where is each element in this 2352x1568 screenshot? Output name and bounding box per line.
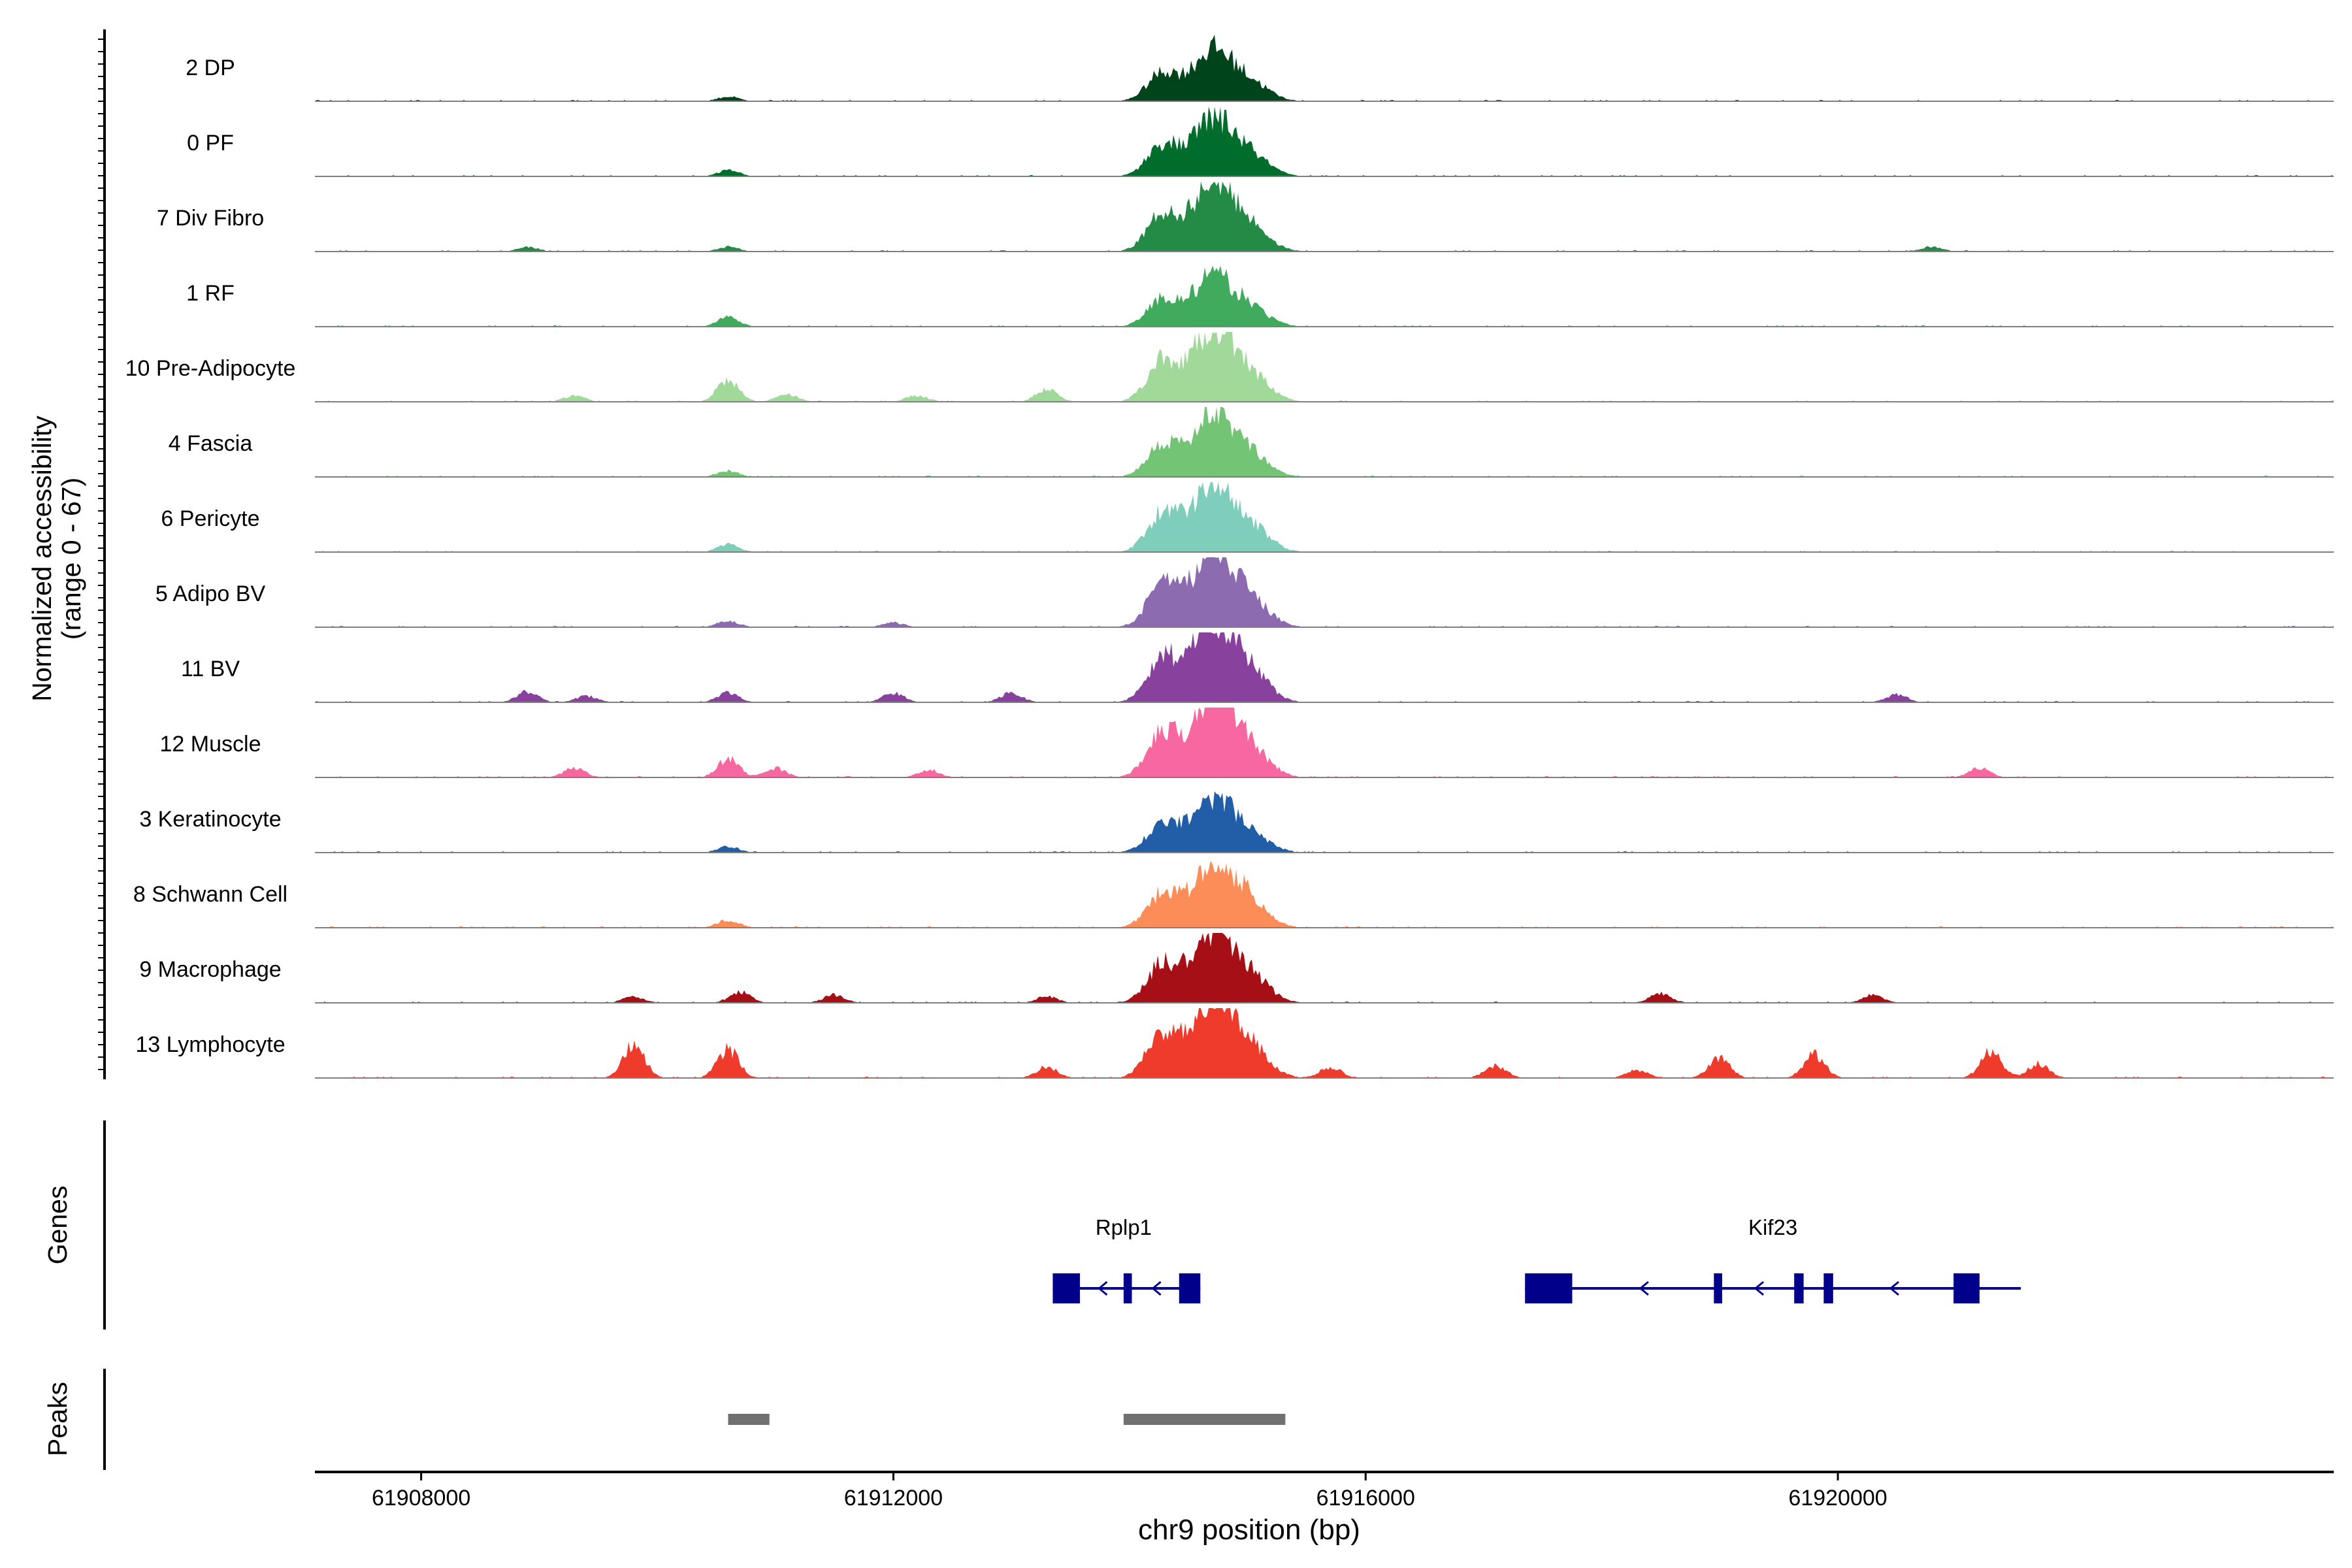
coverage-track: 7 Div Fibro — [157, 182, 2334, 252]
track-label: 6 Pericyte — [161, 506, 259, 531]
gene-label: Rplp1 — [1096, 1215, 1152, 1239]
coverage-track: 6 Pericyte — [161, 482, 2334, 553]
coverage-area — [315, 332, 2334, 402]
peak-region — [728, 1414, 770, 1425]
coverage-area — [315, 708, 2334, 777]
coverage-y-axis-title-line1: Normalized accessibility — [27, 416, 57, 702]
coverage-track: 8 Schwann Cell — [133, 860, 2334, 928]
coverage-y-axis-title-line2: (range 0 - 67) — [56, 478, 86, 640]
coverage-track: 4 Fascia — [169, 407, 2334, 478]
x-tick-label: 61916000 — [1316, 1486, 1415, 1511]
coverage-track: 3 Keratinocyte — [139, 791, 2334, 853]
x-axis-title: chr9 position (bp) — [1138, 1514, 1360, 1546]
gene: Kif23 — [1525, 1215, 2021, 1303]
strand-arrow-icon — [1639, 1281, 1649, 1296]
coverage-area — [315, 265, 2334, 327]
coverage-y-axis — [98, 29, 106, 1079]
coverage-area — [315, 482, 2334, 552]
track-label: 13 Lymphocyte — [135, 1032, 285, 1057]
coverage-area — [315, 860, 2334, 928]
gene-exon — [1794, 1273, 1804, 1303]
gene-exon — [1525, 1273, 1573, 1303]
coverage-track: 9 Macrophage — [139, 933, 2334, 1004]
gene-exon — [1123, 1273, 1132, 1303]
track-label: 5 Adipo BV — [155, 581, 266, 606]
peaks-panel-label: Peaks — [42, 1382, 73, 1456]
genes-panel-label: Genes — [42, 1186, 73, 1265]
peaks-panel: Peaks — [42, 1369, 1286, 1470]
gene-exon — [1179, 1273, 1201, 1303]
coverage-track: 1 RF — [186, 265, 2334, 327]
track-label: 7 Div Fibro — [157, 206, 264, 231]
genes-panel: Genes Rplp1 Kif23 — [42, 1120, 2021, 1330]
x-tick-label: 61908000 — [372, 1486, 470, 1511]
track-label: 2 DP — [186, 56, 235, 80]
track-label: 12 Muscle — [160, 732, 261, 757]
gene: Rplp1 — [1053, 1215, 1201, 1303]
coverage-track: 11 BV — [181, 632, 2334, 703]
track-label: 4 Fascia — [169, 431, 253, 456]
peak-region — [1123, 1414, 1286, 1425]
track-label: 9 Macrophage — [139, 957, 281, 982]
coverage-area — [315, 791, 2334, 853]
gene-exon — [1953, 1273, 1980, 1303]
track-label: 0 PF — [187, 131, 234, 155]
coverage-area — [315, 632, 2334, 702]
coverage-track: 13 Lymphocyte — [135, 1008, 2334, 1079]
coverage-area — [315, 106, 2334, 176]
track-label: 11 BV — [181, 657, 240, 681]
coverage-area — [315, 35, 2334, 101]
coverage-area — [315, 557, 2334, 627]
coverage-track: 5 Adipo BV — [155, 557, 2334, 628]
x-tick-label: 61920000 — [1788, 1486, 1887, 1511]
gene-exon — [1714, 1273, 1722, 1303]
coverage-track: 2 DP — [186, 35, 2334, 102]
track-label: 10 Pre-Adipocyte — [125, 356, 296, 381]
coverage-track: 12 Muscle — [160, 708, 2334, 778]
strand-arrow-icon — [1889, 1281, 1899, 1296]
gene-exon — [1053, 1273, 1080, 1303]
strand-arrow-icon — [1151, 1281, 1162, 1296]
coverage-y-axis-title: Normalized accessibility (range 0 - 67) — [27, 416, 86, 702]
coverage-area — [315, 933, 2334, 1003]
strand-arrow-icon — [1098, 1281, 1108, 1296]
coverage-tracks: 2 DP 0 PF 7 Div Fibro 1 RF 10 Pre-Adipocyte 4… — [125, 35, 2334, 1079]
track-label: 8 Schwann Cell — [133, 882, 287, 907]
coverage-area — [315, 182, 2334, 252]
x-axis: chr9 position (bp) 61908000 61912000 61916… — [315, 1471, 2334, 1546]
x-tick-label: 61912000 — [844, 1486, 943, 1511]
gene-exon — [1823, 1273, 1833, 1303]
coverage-area — [315, 1008, 2334, 1078]
gene-label: Kif23 — [1748, 1215, 1797, 1239]
track-label: 3 Keratinocyte — [139, 807, 281, 832]
coverage-track: 10 Pre-Adipocyte — [125, 332, 2334, 402]
coverage-track: 0 PF — [187, 106, 2334, 177]
coverage-area — [315, 407, 2334, 477]
track-label: 1 RF — [186, 281, 235, 306]
strand-arrow-icon — [1754, 1281, 1765, 1296]
